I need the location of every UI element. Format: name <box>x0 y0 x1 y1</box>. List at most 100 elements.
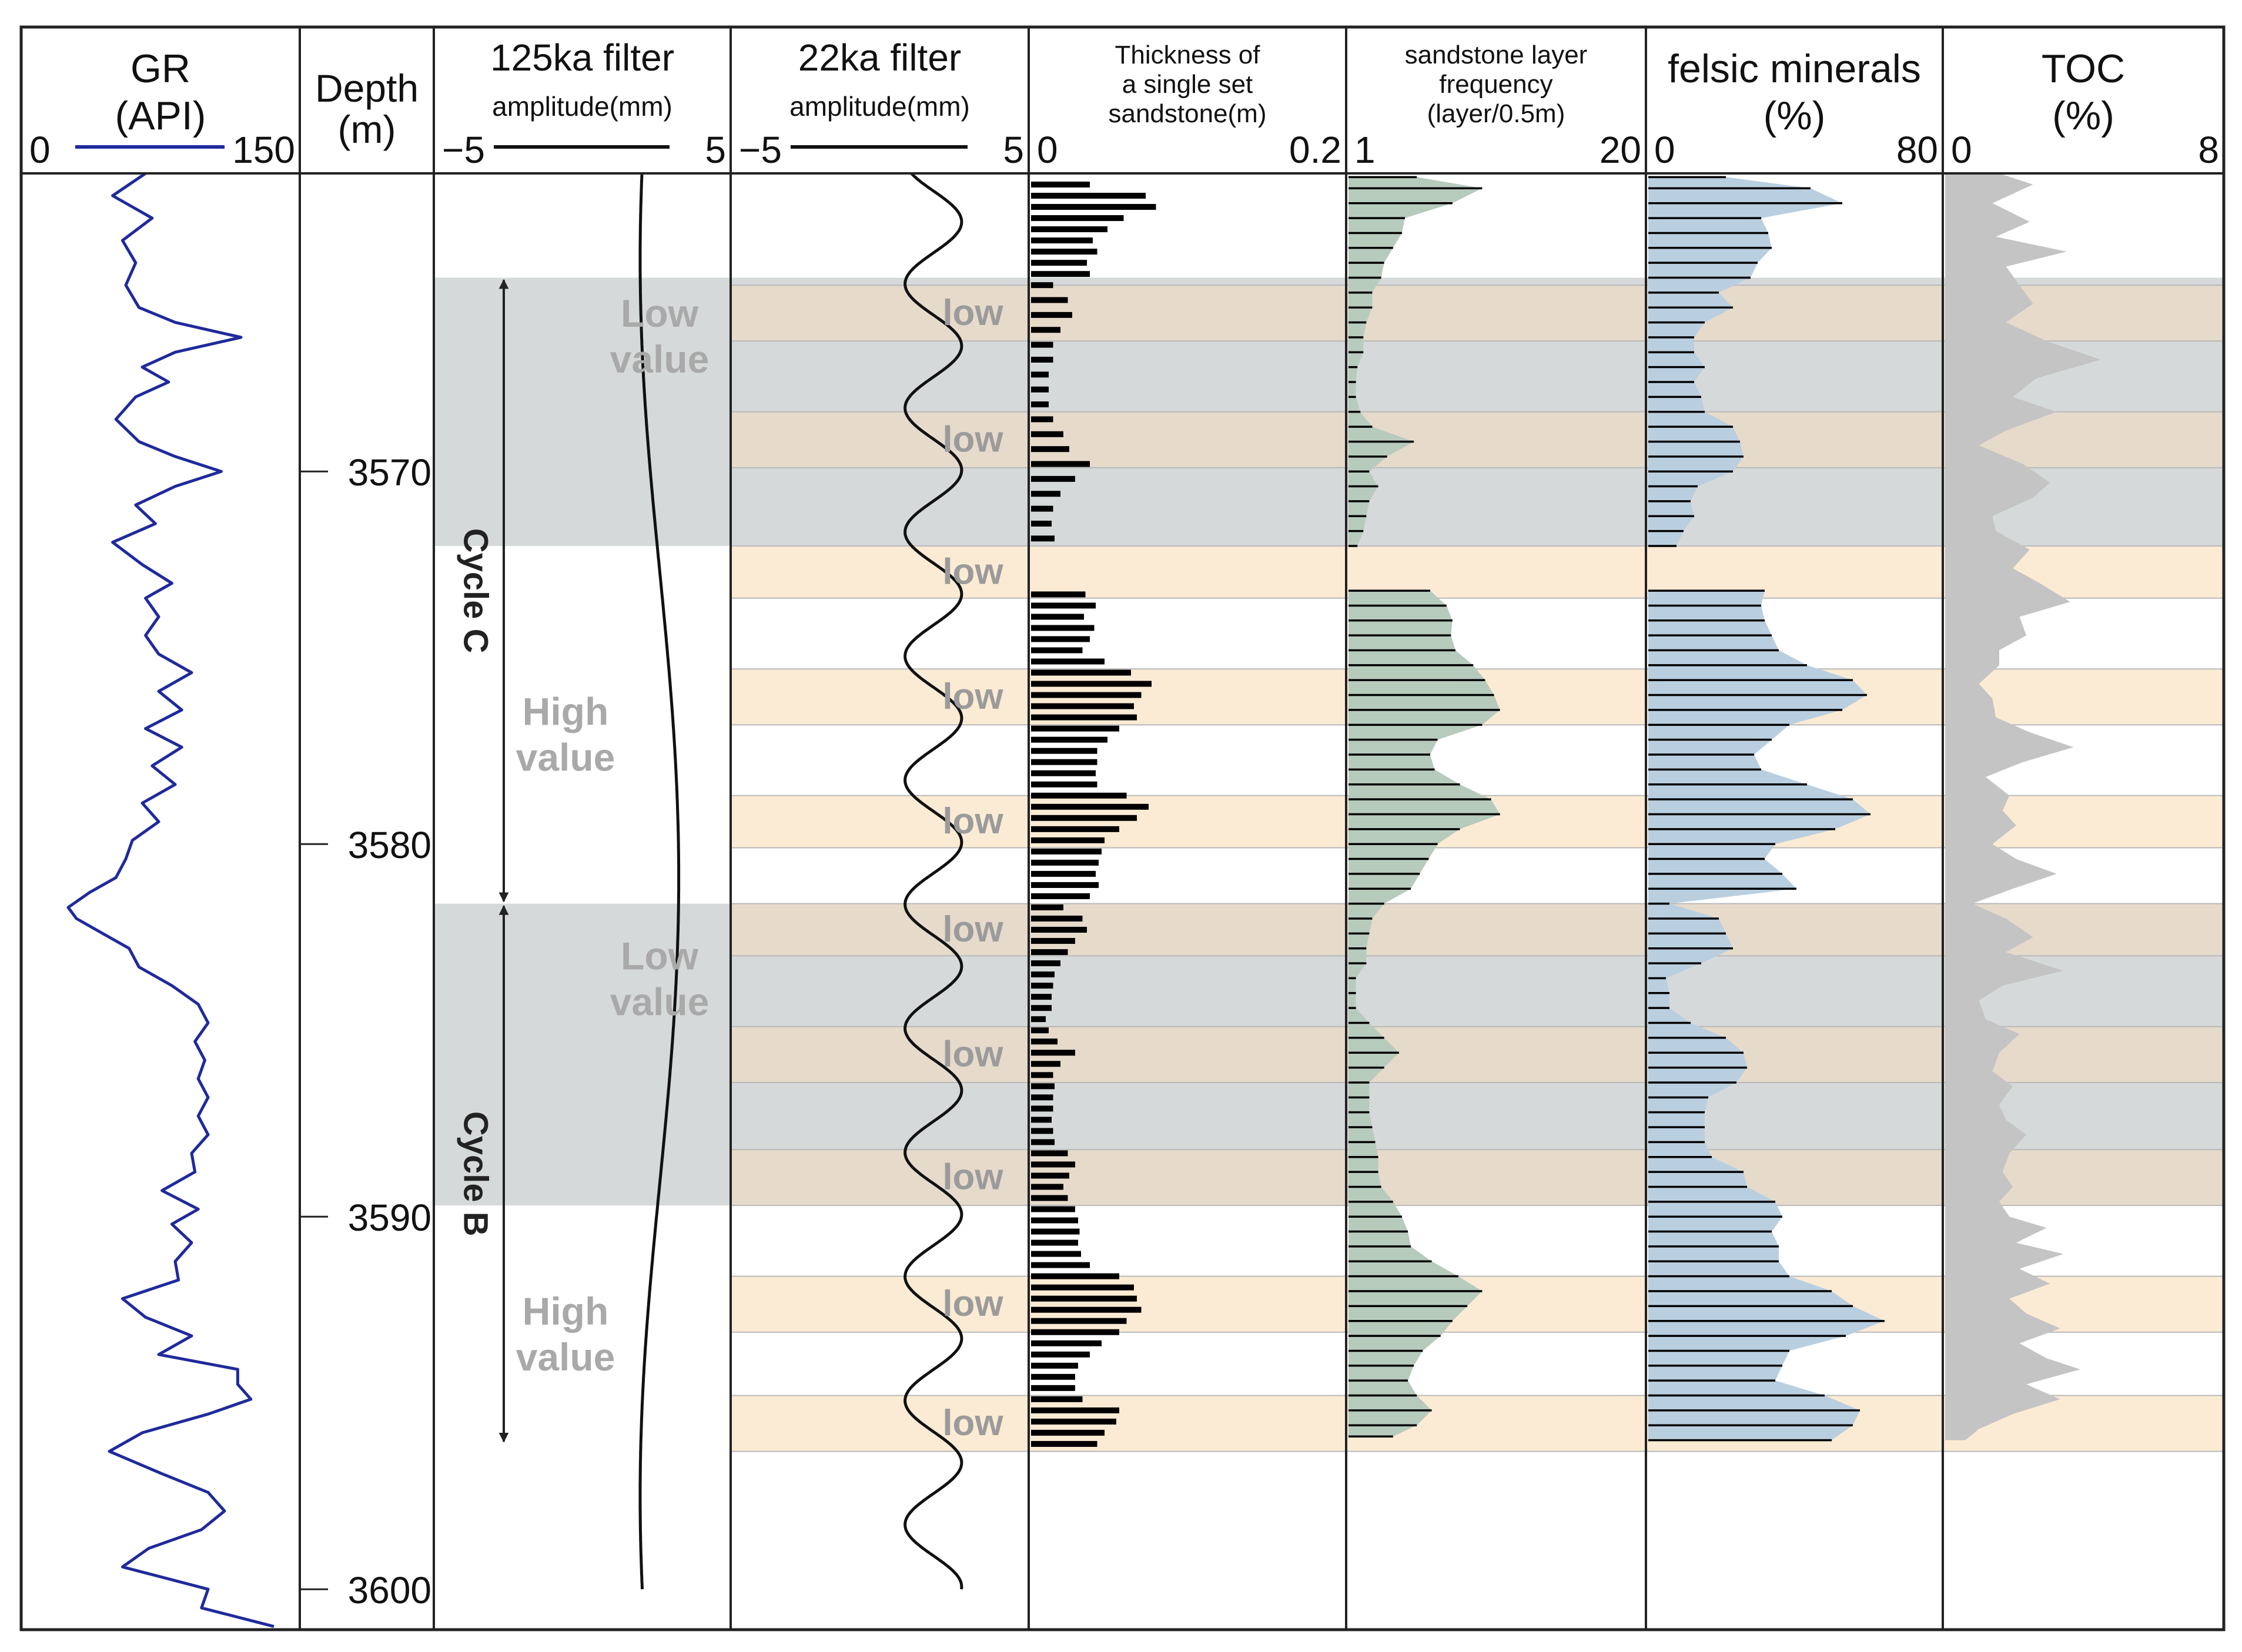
thickness-bar <box>1031 1128 1053 1134</box>
thickness-bar <box>1031 748 1097 754</box>
thickness-bar <box>1031 1340 1102 1346</box>
filter-22ka-curve <box>904 172 963 1590</box>
low-label: low <box>942 1034 1003 1074</box>
thickness-bar <box>1031 703 1134 709</box>
thickness-bar <box>1031 1117 1052 1123</box>
thickness-bar <box>1031 1050 1075 1056</box>
thickness-bar <box>1031 971 1055 978</box>
track-title: TOC <box>2042 46 2125 91</box>
cycle-label: Cycle C <box>457 528 495 654</box>
thickness-bar <box>1031 1239 1078 1246</box>
thickness-bar <box>1031 1217 1078 1224</box>
thickness-bar <box>1031 1385 1075 1391</box>
thickness-bar <box>1031 1083 1055 1090</box>
thickness-bar <box>1031 1362 1078 1369</box>
figure-frame <box>19 25 2226 1631</box>
thickness-bar <box>1031 535 1055 542</box>
cycle-label: Cycle B <box>457 1111 495 1237</box>
value-zone-label: High <box>523 1289 609 1333</box>
scale-max-label: 0.2 <box>1289 129 1341 171</box>
value-zone-label: value <box>516 735 615 779</box>
thickness-bar <box>1031 297 1068 303</box>
scale-min-label: 0 <box>1037 129 1058 171</box>
thickness-bar <box>1031 1429 1105 1436</box>
track-title: a single set <box>1122 70 1253 99</box>
scale-max-label: 5 <box>705 129 726 171</box>
thickness-bar <box>1031 614 1084 620</box>
thickness-bar <box>1031 781 1097 788</box>
track-title: felsic minerals <box>1668 46 1921 91</box>
thickness-bar <box>1031 520 1052 527</box>
filter-125ka-curve <box>638 173 681 1590</box>
thickness-bar <box>1031 647 1083 654</box>
thickness-bar <box>1031 949 1068 956</box>
thickness-bar <box>1031 341 1053 348</box>
thickness-bar <box>1031 505 1053 512</box>
track-subtitle: amplitude(mm) <box>492 91 672 122</box>
thickness-bar <box>1031 1251 1081 1257</box>
track-title: (API) <box>115 93 206 138</box>
thickness-bar <box>1031 893 1090 899</box>
depth-tick-label: 3580 <box>348 824 431 866</box>
track-title: Thickness of <box>1115 41 1261 69</box>
track-title: sandstone layer <box>1405 41 1588 69</box>
value-zone-label: High <box>523 689 609 733</box>
thickness-bar <box>1031 927 1087 933</box>
thickness-bar <box>1031 1418 1116 1425</box>
thickness-bar <box>1031 1273 1119 1279</box>
thickness-bar <box>1031 602 1096 609</box>
track-title: (%) <box>1764 93 1826 138</box>
thickness-bar <box>1031 859 1099 866</box>
scale-min-label: 0 <box>1951 129 1972 171</box>
thickness-bar <box>1031 882 1099 888</box>
low-label: low <box>942 293 1003 333</box>
low-label: low <box>942 1284 1003 1324</box>
thickness-bar <box>1031 475 1075 482</box>
thickness-bar <box>1031 714 1137 721</box>
thickness-bar <box>1031 371 1049 378</box>
thickness-bar <box>1031 1295 1137 1302</box>
thickness-bar <box>1031 249 1097 255</box>
track-title: Depth <box>315 66 419 110</box>
toc-area <box>1945 173 2101 1440</box>
depth-tick-label: 3570 <box>348 451 431 494</box>
thickness-bar <box>1031 431 1063 437</box>
felsic-area <box>1648 177 1842 546</box>
value-zone-label: value <box>516 1335 615 1379</box>
thickness-bar <box>1031 591 1086 598</box>
scale-min-label: 0 <box>1654 129 1675 171</box>
thickness-bar <box>1031 815 1137 821</box>
scale-max-label: 20 <box>1599 129 1641 171</box>
thickness-bar <box>1031 1373 1075 1380</box>
low-label: low <box>942 676 1003 717</box>
thickness-bar <box>1031 282 1053 289</box>
thickness-bar <box>1031 770 1096 776</box>
low-label: low <box>942 551 1003 592</box>
thickness-bar <box>1031 1351 1090 1358</box>
thickness-bar <box>1031 1440 1097 1447</box>
thickness-bar <box>1031 226 1107 233</box>
thickness-bar <box>1031 416 1053 423</box>
thickness-bar <box>1031 182 1090 188</box>
thickness-bar <box>1031 1072 1053 1078</box>
thickness-bar <box>1031 870 1096 877</box>
thickness-bar <box>1031 1318 1127 1324</box>
scale-min-label: −5 <box>739 129 782 171</box>
thickness-bar <box>1031 1184 1063 1190</box>
thickness-bar <box>1031 636 1090 642</box>
thickness-bar <box>1031 260 1087 266</box>
depth-tick-label: 3590 <box>348 1197 431 1239</box>
gr-curve <box>66 172 275 1628</box>
thickness-bar <box>1031 237 1093 244</box>
thickness-bar <box>1031 792 1127 799</box>
thickness-bar <box>1031 658 1105 665</box>
thickness-bar <box>1031 1094 1053 1101</box>
thickness-bar <box>1031 916 1083 921</box>
thickness-bar <box>1031 1262 1090 1268</box>
track-title: (m) <box>338 108 396 151</box>
thickness-bar <box>1031 803 1149 810</box>
thickness-bar <box>1031 692 1142 698</box>
felsic-area <box>1648 591 1885 1440</box>
thickness-bar <box>1031 1228 1080 1235</box>
thickness-bar <box>1031 1206 1075 1212</box>
